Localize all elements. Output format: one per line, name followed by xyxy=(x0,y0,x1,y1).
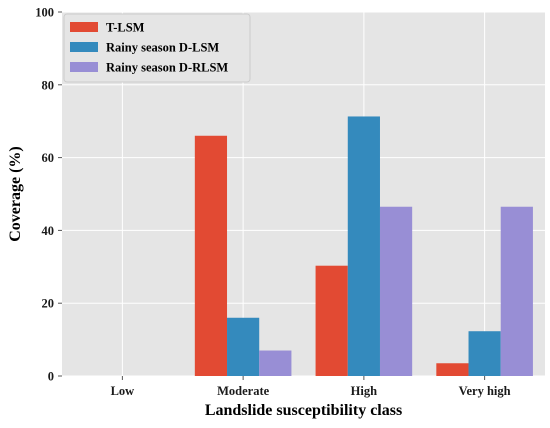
bar-rainy-season-d-rlsm-very-high xyxy=(500,206,533,376)
bar-t-lsm-moderate xyxy=(194,135,228,376)
bar-t-lsm-high xyxy=(315,265,348,376)
legend-label: Rainy season D-RLSM xyxy=(106,61,228,75)
y-tick-label: 20 xyxy=(42,297,55,311)
y-tick-label: 0 xyxy=(48,370,54,384)
bar-rainy-season-d-lsm-very-high xyxy=(468,331,501,376)
y-tick-label: 60 xyxy=(42,151,55,165)
bar-rainy-season-d-lsm-high xyxy=(347,116,380,376)
y-tick-label: 80 xyxy=(42,78,55,92)
x-axis-ticks: Low Moderate High Very high xyxy=(111,376,511,398)
legend-label: Rainy season D-LSM xyxy=(106,41,219,55)
legend-swatch xyxy=(70,62,98,72)
bar-rainy-season-d-lsm-moderate xyxy=(227,317,260,376)
legend-label: T-LSM xyxy=(106,21,145,35)
x-tick-label: Low xyxy=(111,384,135,398)
bars xyxy=(194,116,533,376)
bar-rainy-season-d-rlsm-moderate xyxy=(259,350,292,376)
x-axis-title: Landslide susceptibility class xyxy=(205,402,402,419)
legend: T-LSM Rainy season D-LSM Rainy season D-RL… xyxy=(63,13,251,83)
x-tick-label: High xyxy=(351,384,377,398)
y-tick-label: 100 xyxy=(35,6,54,20)
legend-box xyxy=(63,13,251,83)
bar-t-lsm-very-high xyxy=(436,363,469,376)
y-tick-label: 40 xyxy=(42,224,55,238)
x-tick-label: Very high xyxy=(459,384,511,398)
bar-rainy-season-d-rlsm-high xyxy=(379,206,413,376)
y-axis-title: Coverage (%) xyxy=(7,146,24,242)
y-axis-ticks: 0 20 40 60 80 100 xyxy=(35,6,62,384)
legend-swatch xyxy=(70,22,98,32)
x-tick-label: Moderate xyxy=(217,384,270,398)
legend-swatch xyxy=(70,42,98,52)
